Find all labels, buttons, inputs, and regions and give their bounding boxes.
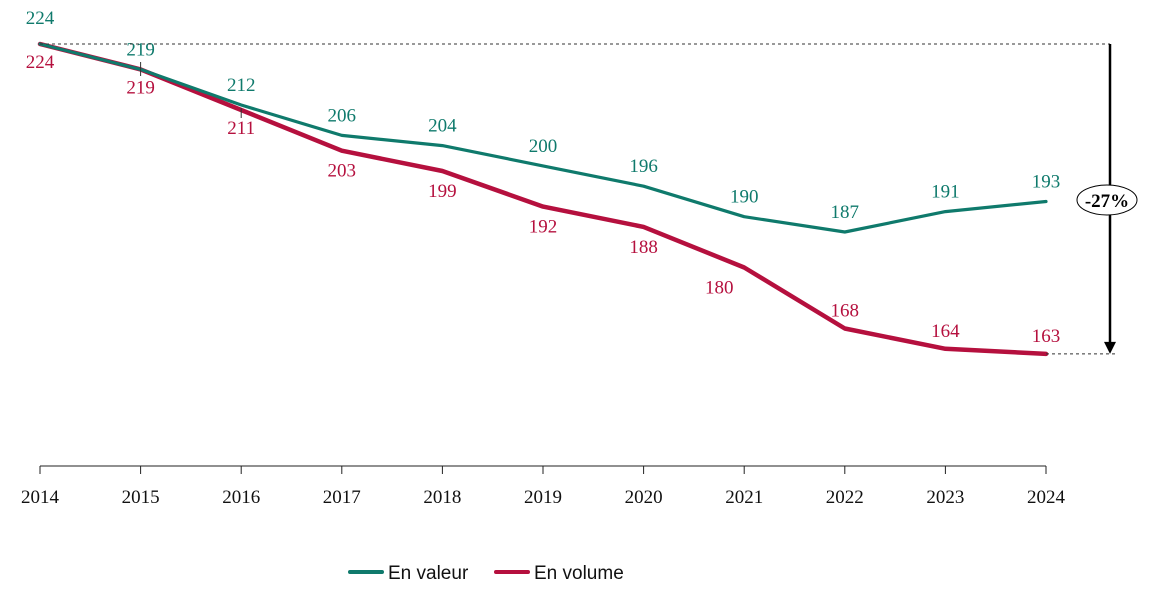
x-tick-label: 2021 [725, 487, 763, 508]
data-label: 203 [328, 161, 357, 182]
legend-label: En valeur [388, 563, 469, 584]
data-label: 180 [705, 278, 734, 299]
data-label: 206 [328, 105, 357, 126]
change-annotation-bubble [1076, 184, 1138, 216]
data-label: 224 [26, 8, 55, 29]
x-tick-label: 2022 [826, 487, 864, 508]
legend: En valeur En volume [348, 563, 624, 584]
data-label: 219 [126, 39, 155, 60]
data-label: 190 [730, 187, 759, 208]
plot-area: 2014 2015 2016 2017 2018 2019 2020 2021 2022 2023… [21, 8, 1138, 508]
data-label: 211 [227, 118, 255, 139]
x-tick-label: 2020 [625, 487, 663, 508]
x-tick-label: 2017 [323, 487, 361, 508]
x-tick-label: 2024 [1027, 487, 1066, 508]
change-annotation-label: -27% [1085, 191, 1129, 212]
data-label: 212 [227, 75, 256, 96]
legend-label: En volume [534, 563, 624, 584]
x-tick-label: 2019 [524, 487, 562, 508]
data-label: 163 [1032, 326, 1061, 347]
x-tick-label: 2015 [122, 487, 160, 508]
data-label: 200 [529, 136, 558, 157]
change-arrow-head [1104, 341, 1116, 354]
data-label: 168 [831, 300, 860, 321]
series-line-volume [37, 41, 1049, 357]
data-label: 164 [931, 321, 960, 342]
data-label: 199 [428, 181, 457, 202]
x-tick-label: 2016 [222, 487, 260, 508]
x-tick-label: 2018 [423, 487, 461, 508]
series-line-valeur [38, 42, 1048, 234]
x-tick-label: 2023 [926, 487, 964, 508]
data-label: 193 [1032, 171, 1061, 192]
data-label: 187 [831, 202, 860, 223]
x-tick-label: 2014 [21, 487, 60, 508]
data-label: 192 [529, 217, 558, 238]
data-label: 196 [629, 156, 658, 177]
data-label: 191 [931, 182, 960, 203]
data-label: 224 [26, 52, 55, 73]
data-label: 219 [126, 77, 155, 98]
data-label: 204 [428, 116, 457, 137]
data-label: 188 [629, 237, 658, 258]
